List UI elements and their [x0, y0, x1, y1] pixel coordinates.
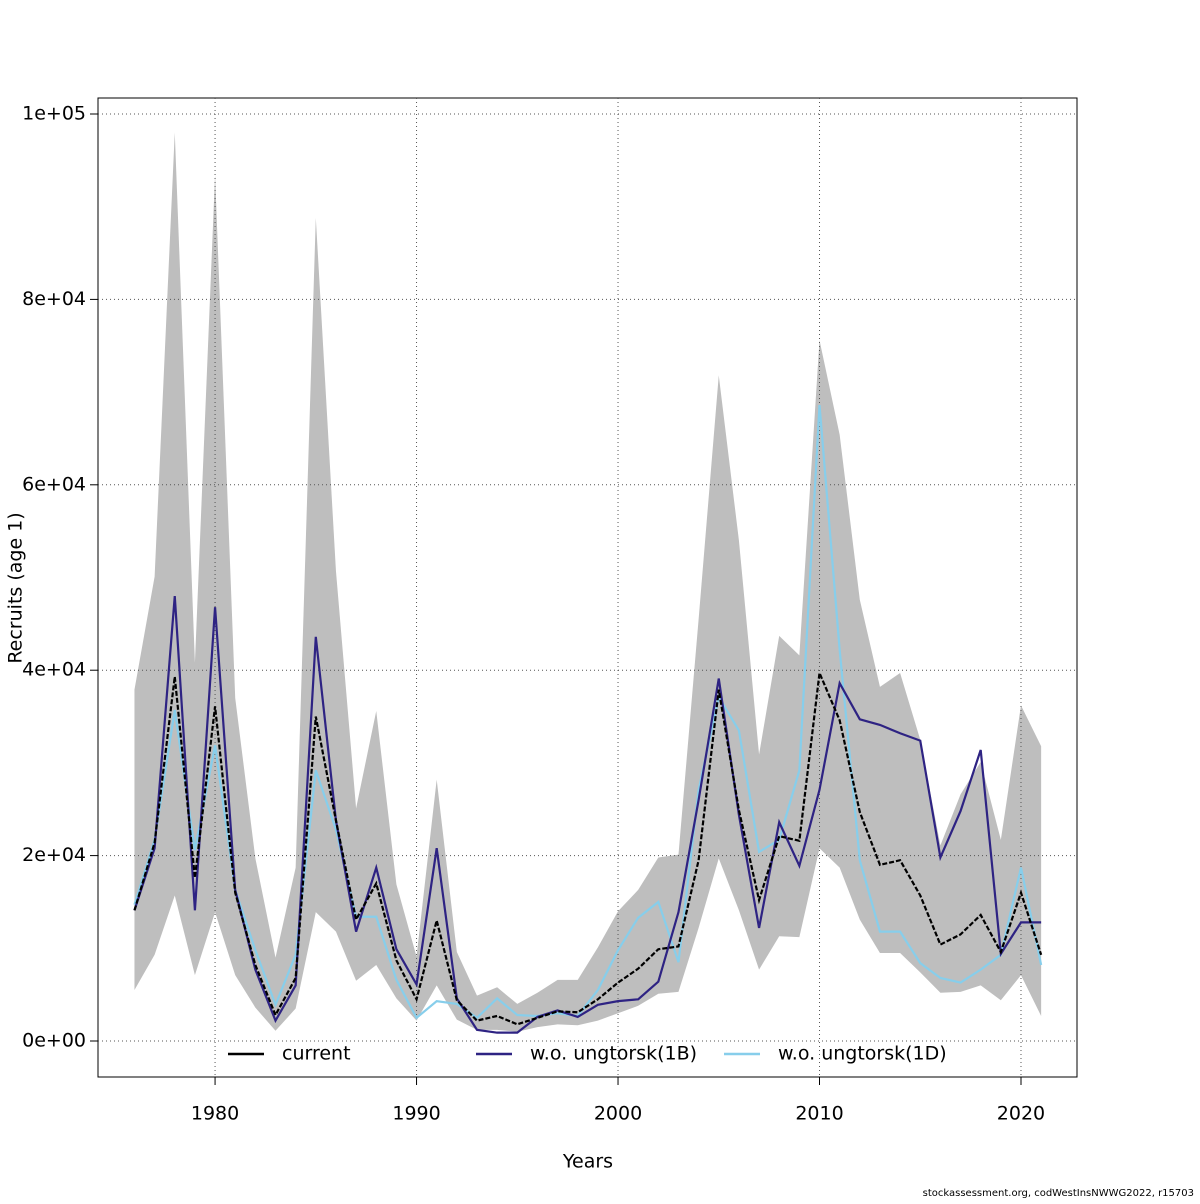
y-tick-label: 4e+04 [22, 659, 86, 681]
series-line [133, 668, 1043, 1026]
y-tick-label: 2e+04 [22, 844, 86, 866]
x-axis-label: Years [562, 1151, 613, 1173]
legend-label: w.o. ungtorsk(1D) [778, 1043, 947, 1065]
x-tick-label: 1980 [191, 1103, 239, 1125]
y-tick-label: 0e+00 [22, 1030, 86, 1052]
x-tick-label: 1990 [392, 1103, 440, 1125]
x-tick-label: 2010 [795, 1103, 843, 1125]
y-tick-label: 6e+04 [22, 473, 86, 495]
x-tick-label: 2020 [997, 1103, 1045, 1125]
y-tick-label: 1e+05 [22, 103, 86, 125]
y-axis-label: Recruits (age 1) [5, 512, 27, 663]
series-line [133, 595, 1042, 1034]
series-line [133, 404, 1043, 1020]
y-tick-label: 8e+04 [22, 288, 86, 310]
legend-label: current [282, 1043, 351, 1065]
legend-label: w.o. ungtorsk(1B) [530, 1043, 697, 1065]
x-tick-label: 2000 [594, 1103, 642, 1125]
plot-frame [97, 97, 1078, 1078]
footnote: stockassessment.org, codWestInsNWWG2022,… [923, 1188, 1194, 1199]
confidence-band [134, 132, 1042, 1032]
